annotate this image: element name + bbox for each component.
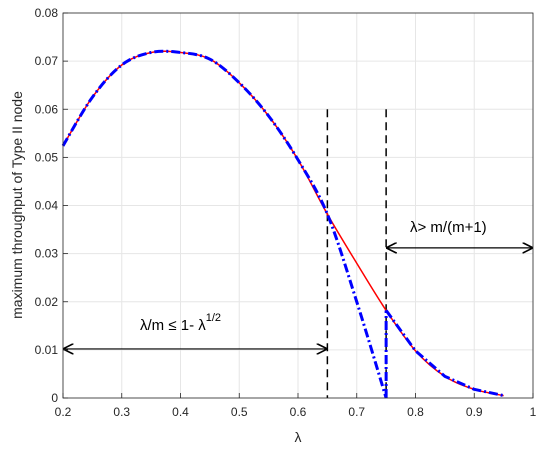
y-axis-label: maximum throughput of Type II node <box>9 91 25 319</box>
y-tick-label-8: 0.08 <box>35 6 59 20</box>
x-tick-label-1: 0.3 <box>113 405 130 419</box>
series-layer <box>61 49 504 399</box>
y-tick-label-3: 0.03 <box>35 247 59 261</box>
x-tick-label-7: 0.9 <box>466 405 483 419</box>
x-tick-label-2: 0.4 <box>172 405 189 419</box>
axis-ticks: 0.2 0.3 0.4 0.5 0.6 0.7 0.8 0.9 1 0 0.01 0.02 0.03 0.… <box>35 6 537 419</box>
x-tick-label-3: 0.5 <box>231 405 248 419</box>
x-tick-label-5: 0.7 <box>348 405 365 419</box>
x-tick-label-4: 0.6 <box>290 405 307 419</box>
series-line-1 <box>61 49 504 399</box>
x-tick-label-6: 0.8 <box>407 405 424 419</box>
y-tick-label-6: 0.06 <box>35 102 59 116</box>
annotations: λ/m ≤ 1- λ1/2 λ> m/(m+1) <box>64 219 532 349</box>
y-tick-label-0: 0 <box>51 391 58 405</box>
y-tick-label-7: 0.07 <box>35 54 59 68</box>
y-tick-label-5: 0.05 <box>35 150 59 164</box>
y-tick-label-4: 0.04 <box>35 199 59 213</box>
x-axis-label: λ <box>295 429 302 445</box>
x-tick-label-0: 0.2 <box>55 405 72 419</box>
x-tick-label-8: 1 <box>530 405 537 419</box>
annotation-condition-right: λ> m/(m+1) <box>410 219 487 236</box>
y-tick-label-2: 0.02 <box>35 295 59 309</box>
annotation-condition-left: λ/m ≤ 1- λ1/2 <box>140 312 221 334</box>
y-tick-label-1: 0.01 <box>35 343 59 357</box>
